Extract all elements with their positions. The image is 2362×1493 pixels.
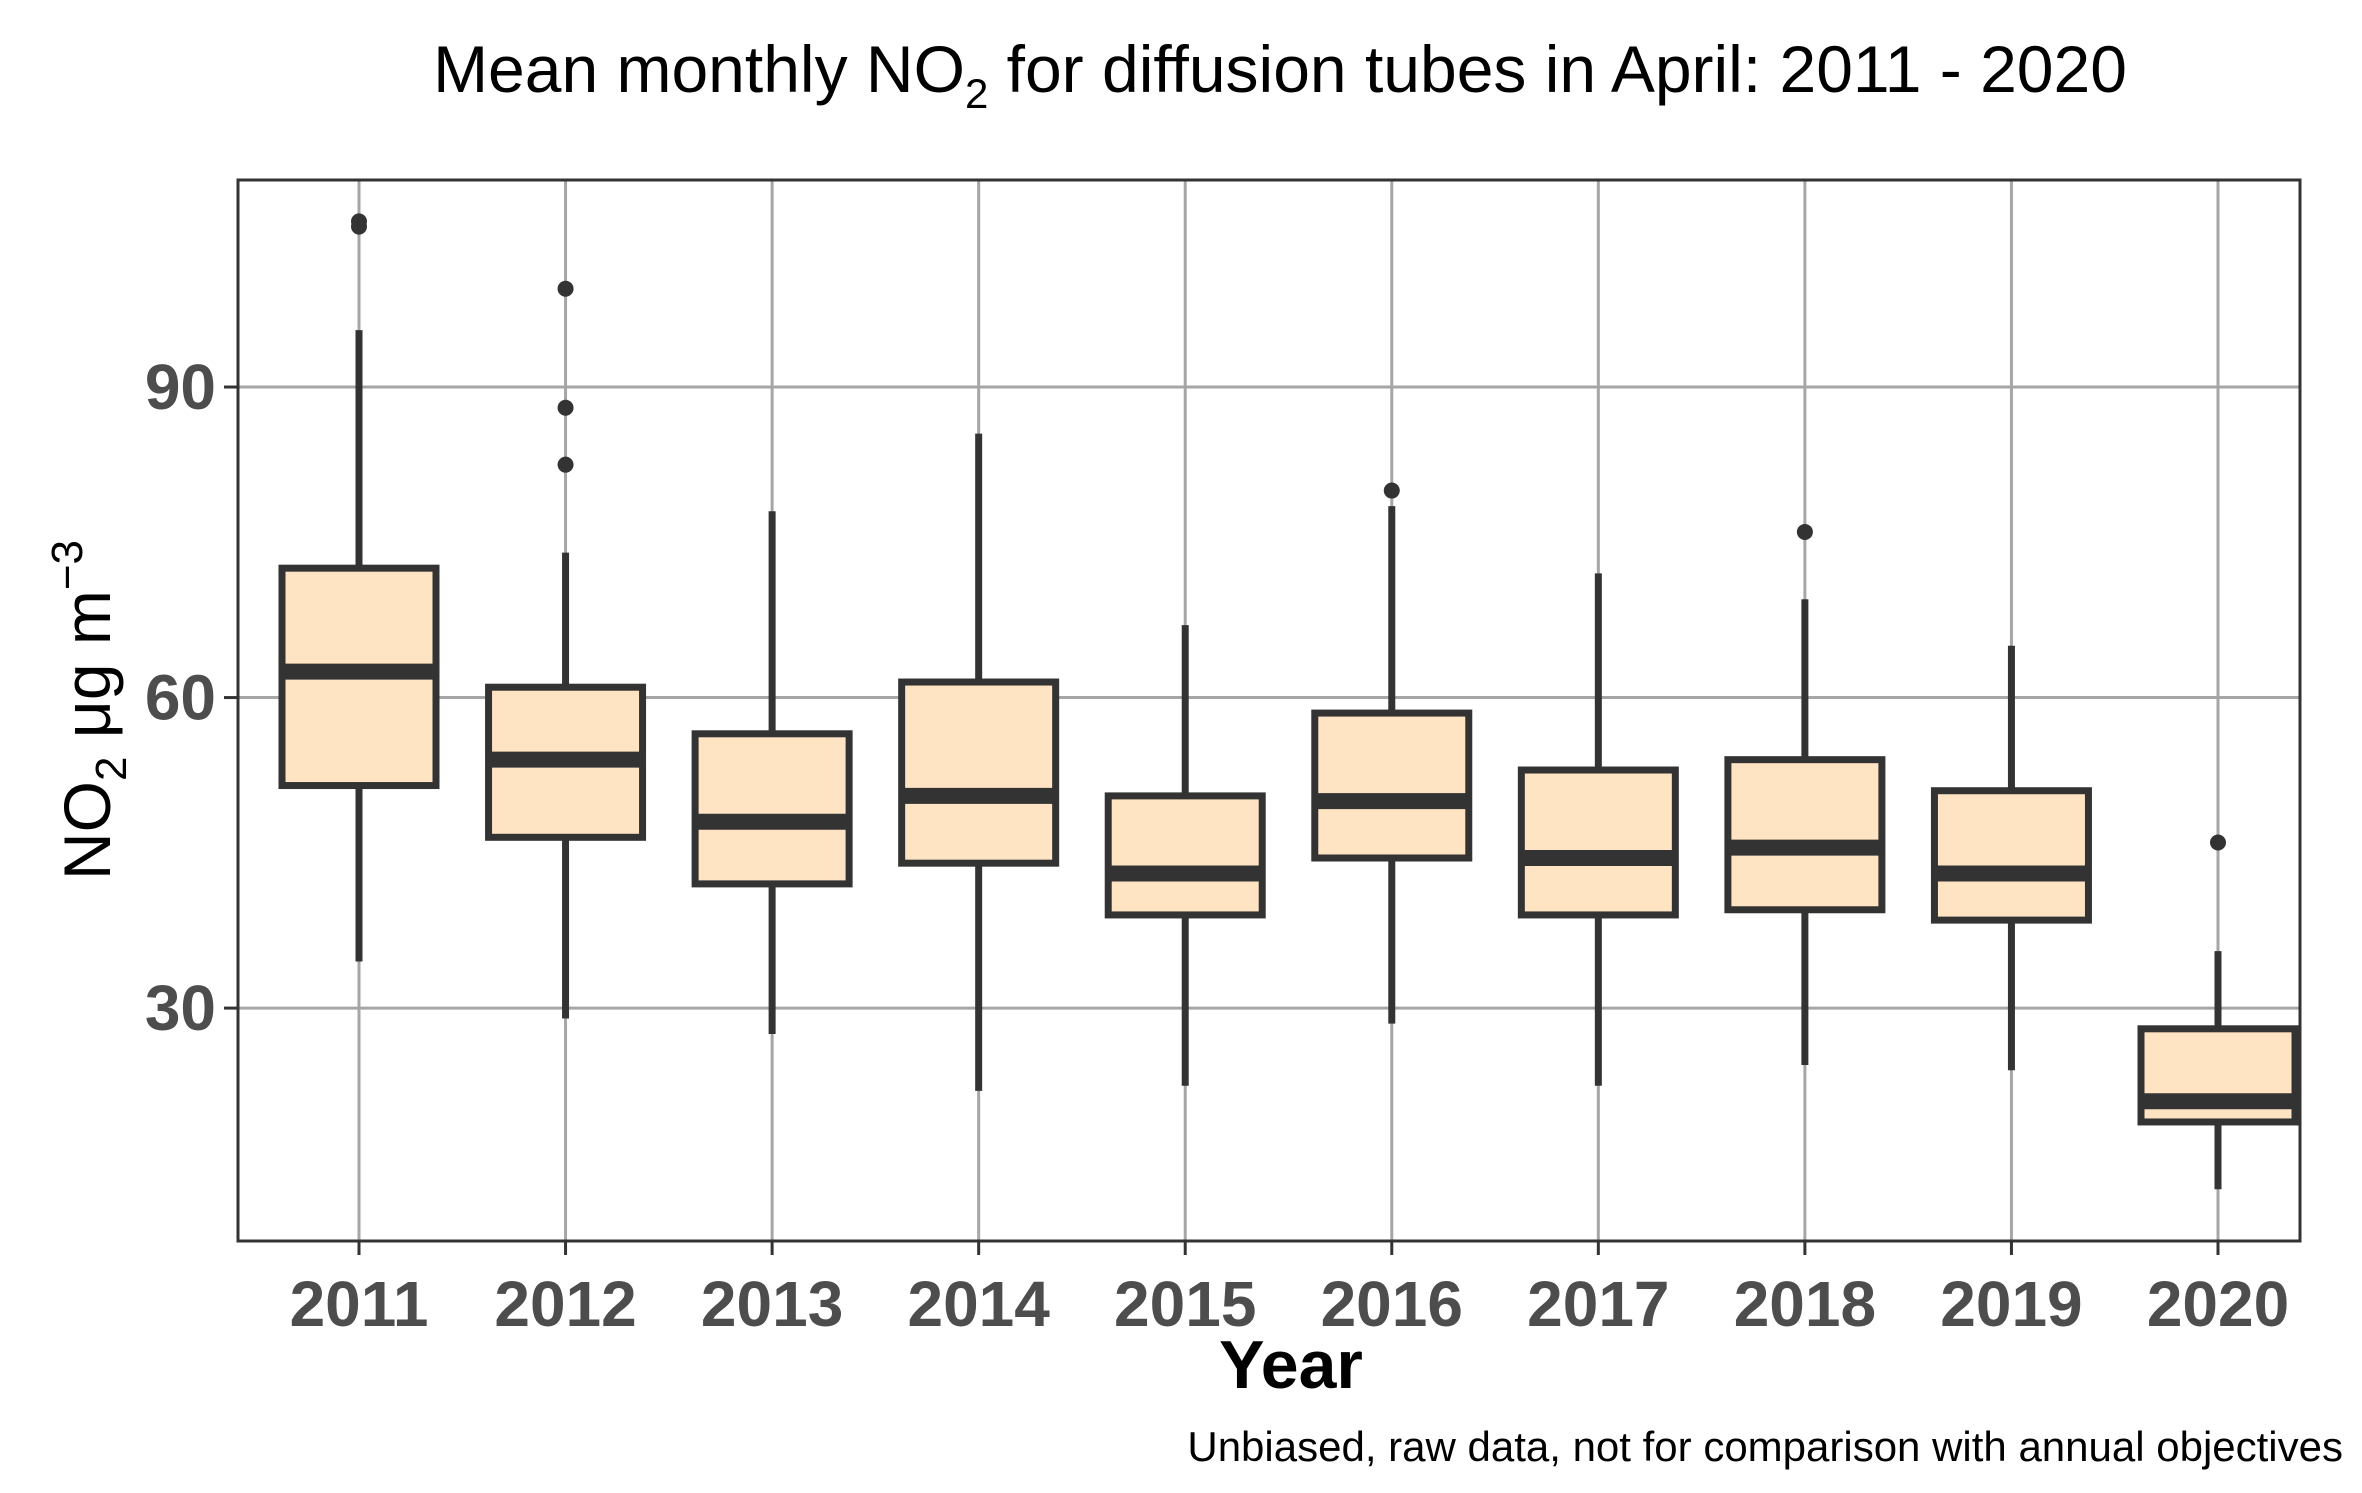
- y-tick-label: 90: [145, 351, 216, 423]
- box-2015: [1104, 625, 1266, 1086]
- box-2014: [898, 433, 1060, 1091]
- y-tick-label: 30: [145, 972, 216, 1044]
- box-iqr: [1930, 787, 2092, 924]
- chart-title: Mean monthly NO2 for diffusion tubes in …: [433, 32, 2127, 117]
- outlier-point: [351, 213, 367, 230]
- chart-caption: Unbiased, raw data, not for comparison w…: [1187, 1423, 2343, 1470]
- box-iqr: [1104, 792, 1266, 919]
- outlier-point: [2210, 834, 2226, 851]
- outlier-point: [1796, 523, 1813, 540]
- box-2016: [1311, 482, 1473, 1024]
- x-tick-label: 2017: [1527, 1268, 1669, 1340]
- x-tick-label: 2012: [494, 1268, 636, 1340]
- outlier-point: [1383, 482, 1400, 499]
- box-2018: [1724, 523, 1886, 1066]
- title-subscript: 2: [965, 70, 988, 117]
- x-tick-label: 2018: [1734, 1268, 1876, 1340]
- box-series: [278, 213, 2299, 1190]
- y-axis-label: NO2 μg m−3: [43, 540, 136, 880]
- x-tick-label: 2013: [701, 1268, 843, 1340]
- box-2020: [2137, 834, 2299, 1190]
- panel-border: [236, 178, 2302, 1243]
- x-tick-label: 2011: [290, 1268, 429, 1340]
- outlier-point: [557, 456, 574, 473]
- outlier-point: [557, 280, 574, 297]
- outlier-point: [557, 399, 574, 416]
- box-iqr: [1724, 756, 1886, 914]
- box-2012: [485, 280, 647, 1019]
- x-tick-label: 2019: [1940, 1268, 2082, 1340]
- plot-panel: [236, 178, 2302, 1243]
- box-iqr: [1311, 709, 1473, 862]
- x-tick-label: 2014: [907, 1268, 1050, 1340]
- box-2017: [1517, 573, 1679, 1086]
- y-label-subscript: 2: [87, 757, 136, 781]
- box-iqr: [898, 678, 1060, 867]
- box-2013: [691, 511, 853, 1034]
- x-axis-ticks: 2011 2012 2013 2014 2015 2016 2017 2018 2019 2020: [290, 1241, 2289, 1340]
- box-2019: [1930, 645, 2092, 1071]
- box-iqr: [1517, 766, 1679, 919]
- x-tick-label: 2016: [1321, 1268, 1463, 1340]
- x-axis-label: Year: [1219, 1327, 1363, 1403]
- x-tick-label: 2020: [2147, 1268, 2289, 1340]
- y-axis-ticks: 30 60 90: [145, 351, 238, 1044]
- y-label-superscript: −3: [43, 540, 92, 590]
- box-2011: [278, 213, 440, 962]
- x-tick-label: 2015: [1114, 1268, 1256, 1340]
- box-iqr: [691, 730, 853, 888]
- y-tick-label: 60: [145, 662, 216, 734]
